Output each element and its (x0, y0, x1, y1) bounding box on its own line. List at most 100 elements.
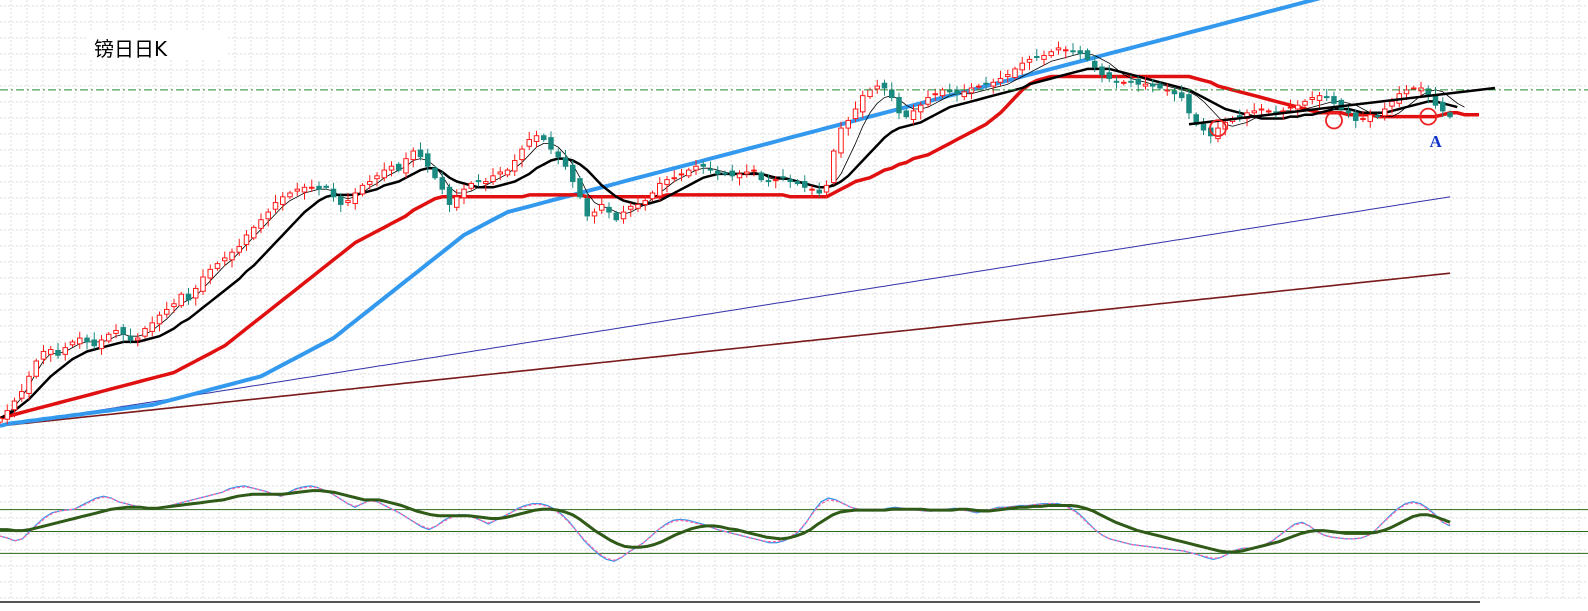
chart-title: 镑日日K (94, 37, 168, 61)
candle-down (1092, 60, 1098, 68)
candle-down (91, 339, 97, 347)
candle-down (1106, 72, 1112, 79)
candle-up (490, 175, 496, 183)
candle-up (1302, 100, 1308, 106)
candle-up (113, 329, 119, 334)
candle-up (106, 333, 112, 342)
candle-up (504, 169, 511, 176)
candle-down (715, 170, 721, 175)
candle-down (1447, 112, 1453, 118)
candle-up (1316, 95, 1323, 101)
candle-down (707, 168, 714, 171)
candle-up (135, 337, 141, 341)
candle-up (1041, 55, 1047, 60)
candle-up (374, 175, 380, 180)
candle-down (881, 82, 888, 89)
candle-up (642, 200, 648, 205)
candle-up (1215, 127, 1221, 140)
candle-up (845, 119, 851, 129)
candle-down (577, 178, 583, 198)
candle-down (1077, 50, 1083, 55)
candle-down (1113, 80, 1120, 83)
candle-down (889, 89, 895, 99)
candle-down (983, 82, 989, 85)
candle-up (40, 350, 47, 360)
candle-up (939, 89, 946, 97)
candle-up (265, 211, 271, 220)
candle-down (1099, 66, 1105, 76)
candle-up (19, 391, 25, 399)
candle-down (570, 164, 576, 183)
candle-down (475, 180, 482, 183)
candle-down (787, 179, 793, 183)
candle-up (823, 184, 830, 193)
candle-up (686, 169, 692, 177)
candle-down (338, 196, 344, 205)
candle-up (852, 108, 859, 120)
candle-down (446, 186, 453, 205)
candle-down (584, 198, 590, 217)
candle-down (758, 172, 764, 181)
candle-up (352, 192, 358, 204)
candle-down (562, 157, 569, 167)
marker-circle (1419, 107, 1438, 126)
candle-down (1128, 80, 1134, 83)
candle-up (200, 276, 206, 292)
candle-down (1353, 112, 1359, 121)
candle-up (1382, 108, 1388, 117)
ma-maroon-line (0, 272, 1451, 427)
candle-down (722, 172, 728, 175)
candle-up (1295, 104, 1301, 110)
candle-up (671, 177, 677, 180)
candle-up (925, 97, 931, 105)
candle-down (954, 89, 960, 95)
candle-up (512, 160, 518, 172)
candle-up (171, 303, 177, 308)
candle-down (1440, 101, 1446, 112)
candle-up (1360, 118, 1366, 121)
candle-up (0, 417, 3, 423)
candle-up (657, 182, 663, 197)
moving-averages (0, 0, 1479, 428)
candle-up (156, 314, 163, 325)
candle-up (860, 95, 866, 113)
candle-up (345, 200, 351, 204)
candle-up (62, 347, 68, 355)
candle-up (1026, 58, 1033, 63)
candle-up (287, 192, 293, 198)
candle-up (222, 257, 228, 262)
candle-up (301, 186, 308, 193)
candle-up (214, 263, 221, 269)
candle-down (417, 149, 424, 158)
candle-up (1012, 68, 1018, 78)
candle-up (11, 400, 18, 411)
candle-up (468, 182, 474, 189)
candle-up (744, 171, 750, 175)
candle-up (251, 226, 257, 239)
candle-up (591, 211, 598, 217)
candle-up (483, 181, 489, 184)
overlays: A (0, 86, 1588, 151)
candle-down (1179, 92, 1185, 99)
candle-down (765, 180, 772, 183)
candle-up (751, 169, 757, 172)
candle-up (831, 150, 837, 183)
candle-down (84, 337, 90, 343)
candle-down (1034, 56, 1040, 58)
candle-down (780, 176, 786, 179)
candle-up (867, 89, 873, 98)
candle-up (1005, 74, 1011, 78)
candle-up (454, 196, 460, 208)
candle-up (229, 251, 235, 261)
candle-up (381, 169, 387, 179)
candle-up (1403, 89, 1410, 95)
candle-down (1338, 99, 1344, 110)
candle-down (1324, 96, 1330, 99)
ma-red-line (0, 74, 1479, 420)
marker-circle (1325, 111, 1343, 130)
oscillator-panel (0, 485, 1588, 562)
candle-up (620, 211, 627, 220)
candle-down (396, 163, 402, 171)
candle-up (1019, 62, 1025, 71)
